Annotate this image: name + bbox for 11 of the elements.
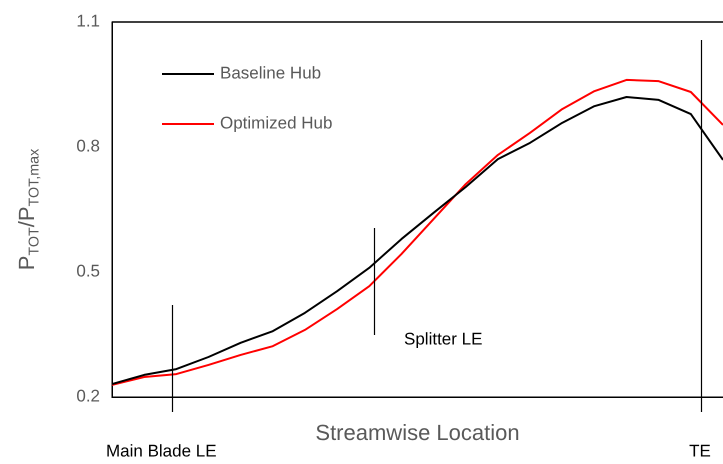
- y-tick-label: 1.1: [76, 12, 100, 31]
- legend-label: Optimized Hub: [220, 114, 332, 133]
- y-tick-label: 0.2: [76, 386, 100, 406]
- legend-label: Baseline Hub: [220, 64, 322, 83]
- text: TE: [689, 442, 711, 461]
- y-tick-label: 0.5: [76, 262, 100, 281]
- annotation: Splitter LE: [404, 330, 482, 349]
- text: Main Blade LE: [106, 442, 217, 461]
- x-axis-title: Streamwise Location: [315, 420, 520, 446]
- y-tick-label: 0.8: [76, 136, 100, 156]
- y-axis-title: PTOT/PTOT,max: [14, 148, 43, 270]
